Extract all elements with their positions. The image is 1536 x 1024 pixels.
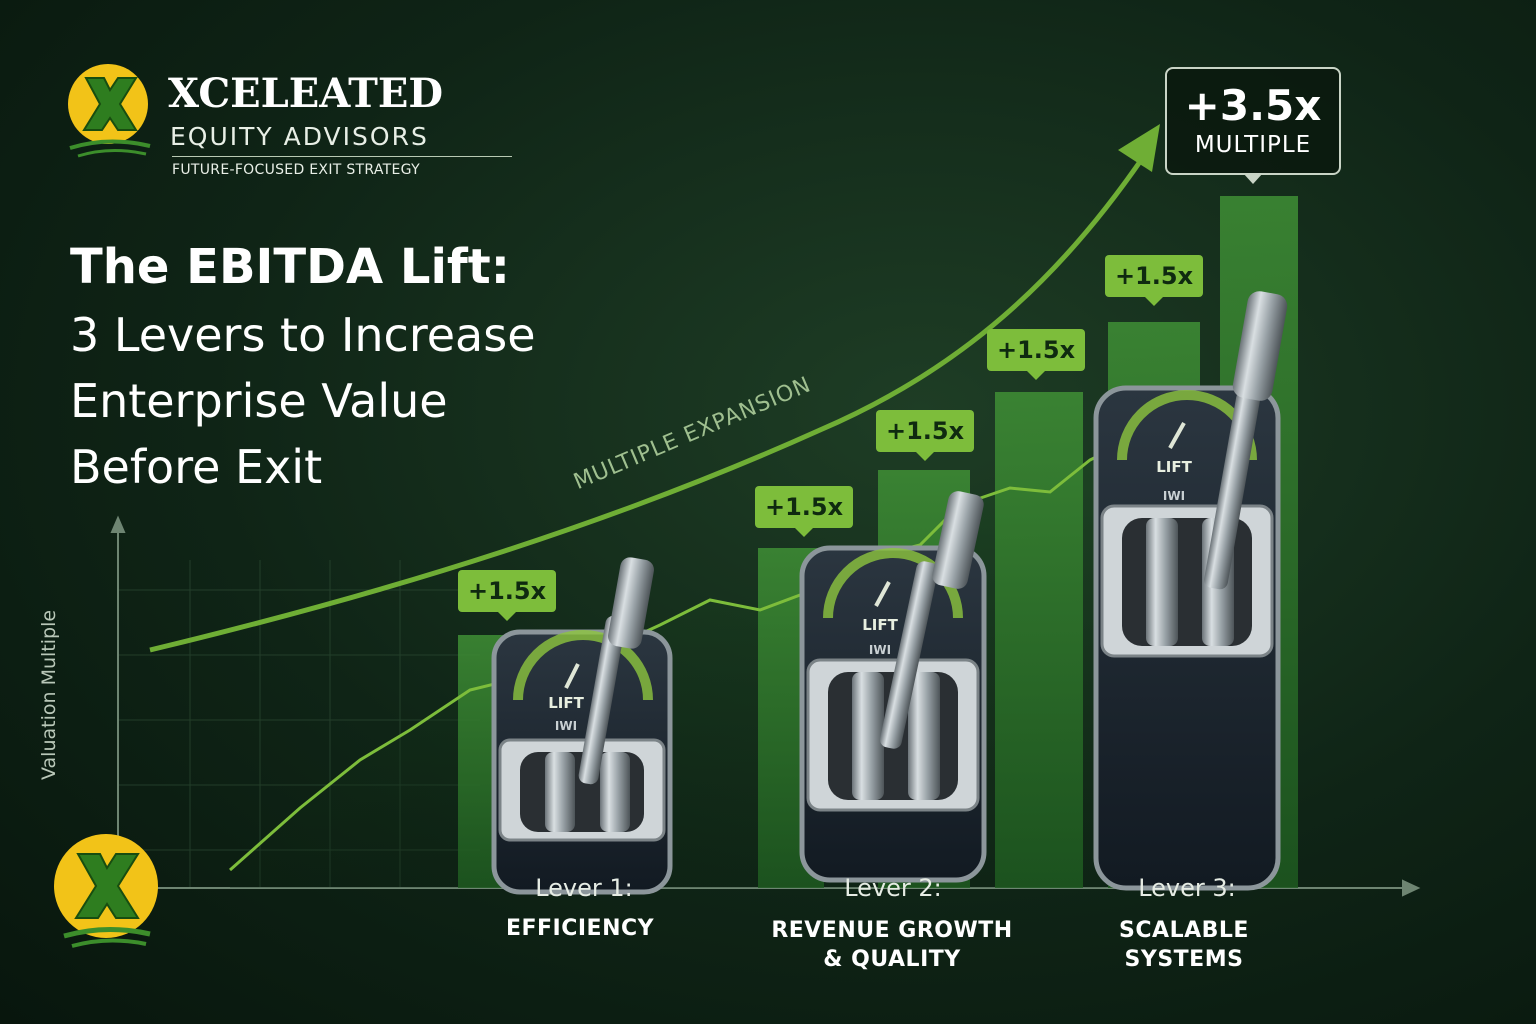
lever-1-gauge-label: LIFT xyxy=(548,694,584,712)
lever-1-name-line-1: EFFICIENCY xyxy=(505,916,655,941)
lever-3-name-line-2: SYSTEMS xyxy=(1124,947,1244,972)
step-badge-4: +1.5x xyxy=(987,329,1086,380)
step-badge-5: +1.5x xyxy=(1105,255,1204,306)
lever-3-title: Lever 3: xyxy=(1138,874,1236,902)
total-multiple-label: MULTIPLE xyxy=(1194,132,1312,158)
lever-2-name-line-1: REVENUE GROWTH xyxy=(771,918,1013,943)
expansion-curve xyxy=(149,148,1151,653)
lever-3-gauge-label: LIFT xyxy=(1156,458,1192,476)
expansion-arrowhead xyxy=(1118,124,1160,172)
step-badge-1: +1.5x xyxy=(458,570,557,621)
brand-subtitle: EQUITY ADVISORS xyxy=(170,122,429,151)
headline-line-3: Before Exit xyxy=(70,440,323,494)
lever-1-machine[interactable] xyxy=(491,556,673,895)
x-logo-icon xyxy=(68,64,151,158)
total-multiple-value: +3.5x xyxy=(1184,81,1322,130)
lever-3-machine[interactable] xyxy=(1093,289,1289,891)
headline-line-1: 3 Levers to Increase xyxy=(70,308,536,362)
lever-2-machine[interactable] xyxy=(799,489,987,883)
brand-name: XCELEATED xyxy=(168,70,444,117)
lever-3-name-line-1: SCALABLE xyxy=(1119,918,1249,943)
y-axis-label: Valuation Multiple xyxy=(38,609,60,780)
total-multiple-callout: +3.5x MULTIPLE xyxy=(1165,67,1341,184)
lever-2-name: REVENUE GROWTH & QUALITY xyxy=(752,916,1032,974)
brand-divider xyxy=(172,156,512,157)
trend-line xyxy=(229,423,1161,872)
lever-3-name: SCALABLE SYSTEMS xyxy=(1044,916,1324,974)
lever-1-title: Lever 1: xyxy=(535,874,633,902)
lever-2-gauge-label: LIFT xyxy=(862,616,898,634)
step-badge-3: +1.5x xyxy=(876,410,975,461)
bar-4 xyxy=(995,392,1083,888)
lever-1-plate: IWI xyxy=(555,719,577,733)
brand-tagline: FUTURE-FOCUSED EXIT STRATEGY xyxy=(172,162,420,178)
lever-1-name: EFFICIENCY xyxy=(440,914,720,943)
lever-2-name-line-2: & QUALITY xyxy=(823,947,961,972)
headline-line-2: Enterprise Value xyxy=(70,374,448,428)
brand-header: XCELEATED EQUITY ADVISORS FUTURE-FOCUSED… xyxy=(60,60,512,190)
corner-x-logo-icon xyxy=(54,834,158,948)
step-badge-2: +1.5x xyxy=(755,486,854,537)
headline-block: The EBITDA Lift: 3 Levers to Increase En… xyxy=(70,232,690,500)
lever-2-title: Lever 2: xyxy=(844,874,942,902)
lever-3-plate: IWI xyxy=(1163,489,1185,503)
headline-title: The EBITDA Lift: xyxy=(70,239,510,295)
lever-2-plate: IWI xyxy=(869,643,891,657)
